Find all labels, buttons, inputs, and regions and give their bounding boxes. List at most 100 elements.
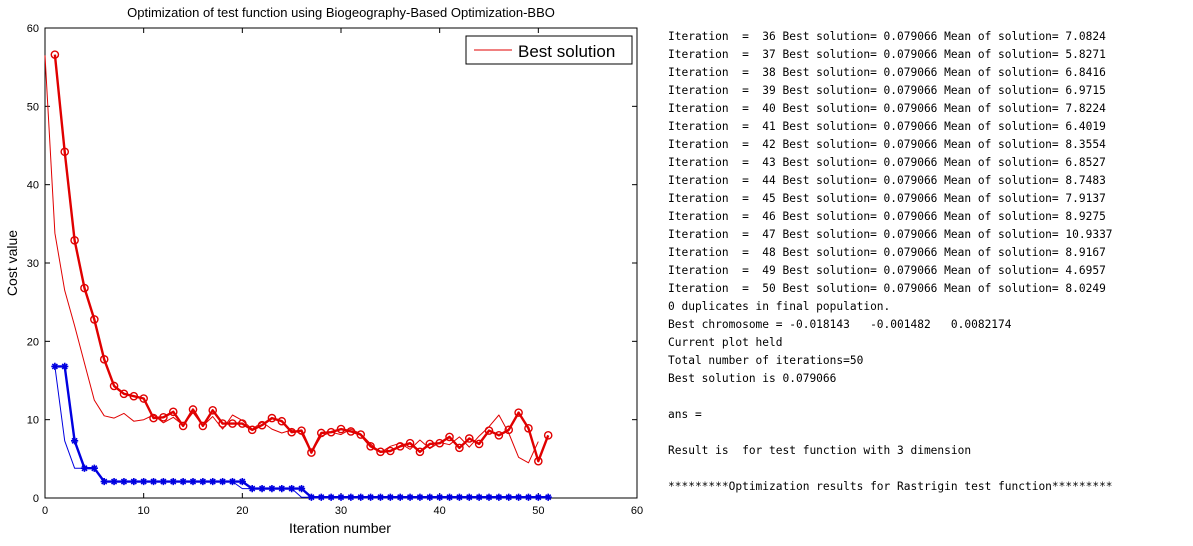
series-1-point	[307, 448, 316, 457]
series-3-point	[110, 477, 118, 486]
series-3-point	[436, 493, 444, 501]
series-3-point	[485, 493, 493, 501]
console-line: Iteration = 50 Best solution= 0.079066 M…	[668, 282, 1106, 295]
series-3-point	[347, 493, 355, 501]
console-line: Current plot held	[668, 336, 783, 349]
series-1-point	[356, 430, 366, 439]
console-line: Iteration = 39 Best solution= 0.079066 M…	[668, 84, 1106, 97]
series-3-point	[159, 477, 167, 486]
series-1-point	[386, 446, 395, 456]
series-3-point	[455, 493, 463, 501]
series-1-point	[445, 432, 454, 442]
y-tick-label: 40	[27, 180, 39, 192]
console-line: Iteration = 48 Best solution= 0.079066 M…	[668, 246, 1106, 259]
series-1-point	[178, 421, 188, 431]
series-3-point	[80, 464, 89, 472]
series-3-point	[140, 477, 148, 486]
series-3-point	[337, 493, 345, 501]
y-tick-label: 50	[27, 101, 39, 113]
x-tick-label: 10	[138, 505, 150, 517]
series-1-point	[218, 419, 227, 428]
series-3-point	[357, 493, 365, 501]
console-line: Iteration = 46 Best solution= 0.079066 M…	[668, 210, 1106, 223]
console-line: Best chromosome = -0.018143 -0.001482 0.…	[668, 318, 1012, 331]
series-1-point	[346, 427, 356, 436]
console-line: Iteration = 44 Best solution= 0.079066 M…	[668, 174, 1106, 187]
series-3-point	[297, 485, 306, 493]
series-1-point	[119, 389, 129, 399]
series-3-point	[465, 493, 473, 501]
series-3-point	[219, 477, 227, 486]
console-line: Total number of iterations=50	[668, 354, 864, 367]
series-1-point	[257, 420, 267, 430]
series-3-point	[149, 477, 158, 486]
series-3-point	[544, 493, 552, 501]
x-axis-label: Iteration number	[289, 520, 391, 536]
console-line: Iteration = 47 Best solution= 0.079066 M…	[668, 228, 1113, 241]
series-3-point	[376, 493, 385, 501]
series-1-point	[326, 427, 336, 437]
legend-entry-best-solution: Best solution	[518, 42, 615, 61]
series-1-point	[494, 431, 504, 440]
series-3-point	[426, 493, 434, 501]
series-1-point	[70, 235, 79, 245]
series-1-point	[425, 439, 435, 449]
series-1-point	[366, 441, 375, 451]
series-1-point	[336, 424, 346, 434]
series-1-point	[238, 419, 247, 428]
matlab-command-window: Iteration = 36 Best solution= 0.079066 M…	[668, 28, 1193, 538]
x-tick-label: 20	[236, 505, 248, 517]
series-1-point	[435, 438, 444, 448]
series-1-point	[99, 355, 109, 364]
series-3-point	[90, 464, 98, 472]
series-1-point	[149, 413, 158, 423]
chart-title: Optimization of test function using Biog…	[127, 5, 555, 20]
series-1-point	[228, 419, 237, 428]
series-1-point	[376, 447, 385, 457]
x-tick-label: 60	[631, 505, 643, 517]
series-line-0	[44, 55, 539, 464]
series-1-point	[168, 407, 178, 417]
series-3-point	[189, 477, 197, 486]
console-line: Iteration = 36 Best solution= 0.079066 M…	[668, 30, 1106, 43]
series-3-point	[534, 493, 542, 501]
series-1-point	[514, 408, 523, 417]
series-3-point	[228, 477, 237, 486]
x-tick-label: 40	[434, 505, 446, 517]
console-line: Iteration = 37 Best solution= 0.079066 M…	[668, 48, 1106, 61]
x-tick-label: 30	[335, 505, 347, 517]
series-3-point	[386, 493, 394, 501]
console-line: Best solution is 0.079066	[668, 372, 837, 385]
series-1-point	[395, 441, 405, 451]
series-1-point	[484, 426, 494, 435]
series-1-point	[474, 439, 484, 449]
series-1-point	[188, 405, 198, 414]
console-line: Iteration = 49 Best solution= 0.079066 M…	[668, 264, 1106, 277]
series-1-point	[504, 425, 514, 435]
series-1-point	[139, 394, 148, 403]
series-1-point	[267, 413, 277, 423]
x-tick-label: 0	[42, 505, 48, 517]
console-line: Iteration = 45 Best solution= 0.079066 M…	[668, 192, 1106, 205]
series-3-point	[169, 477, 177, 486]
series-1-point	[80, 283, 89, 293]
series-1-point	[129, 391, 139, 401]
series-1-point	[316, 428, 326, 438]
console-line: 0 duplicates in final population.	[668, 300, 891, 313]
series-1-point	[198, 421, 208, 431]
series-3-point	[120, 477, 128, 486]
series-1-point	[524, 423, 533, 433]
series-3-point	[100, 477, 108, 486]
series-3-point	[258, 485, 266, 493]
bbo-convergence-chart: Optimization of test function using Biog…	[4, 5, 644, 536]
series-3-point	[416, 493, 424, 501]
console-line: Iteration = 40 Best solution= 0.079066 M…	[668, 102, 1106, 115]
series-1-point	[247, 425, 257, 435]
series-3-point	[209, 477, 217, 486]
series-1-point	[534, 456, 543, 466]
series-1-point	[297, 426, 306, 435]
console-line: Result is for test function with 3 dimen…	[668, 444, 972, 457]
series-3-point	[51, 362, 59, 370]
console-line: ans =	[668, 408, 702, 421]
series-3-point	[278, 485, 286, 493]
